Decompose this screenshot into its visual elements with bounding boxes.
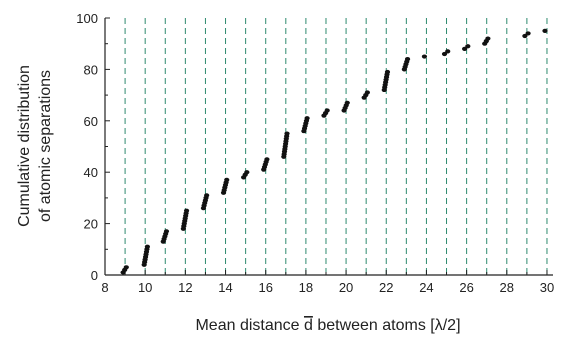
x-tick-label-10: 10 [138,280,152,295]
points-layer [120,28,548,275]
data-point-10-64 [324,108,330,113]
data-point-16-87 [445,49,451,54]
data-point-13-79 [384,69,391,75]
x-tick-label-14: 14 [218,280,232,295]
x-tick-label-22: 22 [379,280,393,295]
data-point-15-85 [421,54,428,59]
data-point-11-67 [344,100,350,105]
x-tick-label-8: 8 [101,280,108,295]
data-point-2-17 [163,229,170,234]
y-tick-label-20: 20 [84,217,98,232]
x-tick-label-24: 24 [419,280,433,295]
data-point-16-86 [441,51,448,57]
x-tick-label-28: 28 [500,280,514,295]
y-tick-label-60: 60 [84,114,98,129]
x-axis-title: Mean distance d between atoms [λ/2] [195,317,460,334]
x-tick-label-26: 26 [459,280,473,295]
data-point-5-37 [224,177,230,183]
y-tick-label-80: 80 [84,62,98,77]
data-point-4-31 [204,193,210,198]
x-axis-title-suffix: between atoms [λ/2] [313,317,461,334]
data-point-18-92 [485,36,491,41]
ticks-layer: 8 10 12 14 16 18 20 22 24 26 28 30 0 20 40 60 80 100 [76,11,554,295]
data-point-6-40 [244,170,250,175]
data-point-19-94 [525,31,531,36]
y-axis-title-line1: Cumulative distribution [16,65,33,227]
data-point-3-25 [183,208,190,213]
data-point-12-71 [364,90,370,95]
data-point-20-95 [542,28,548,33]
y-axis-title-line2: of atomic separations [37,70,54,222]
x-axis-title-prefix: Mean distance [195,317,304,334]
x-tick-label-12: 12 [178,280,192,295]
data-point-14-84 [404,57,411,62]
x-tick-label-20: 20 [339,280,353,295]
data-point-7-45 [264,157,270,162]
x-tick-label-18: 18 [299,280,313,295]
x-tick-label-30: 30 [540,280,554,295]
y-tick-label-0: 0 [91,268,98,283]
grid-layer [124,18,548,275]
x-axis-title-symbol: d [304,317,313,334]
y-tick-label-100: 100 [76,11,98,26]
data-point-9-61 [304,116,310,121]
data-point-17-88 [462,46,468,51]
data-point-17-89 [465,44,471,49]
x-tick-label-16: 16 [258,280,272,295]
data-point-19-93 [522,33,528,39]
axes-layer [104,18,553,276]
data-point-8-55 [284,131,290,136]
data-point-0-3 [123,265,129,270]
data-point-1-11 [144,244,150,249]
y-tick-label-40: 40 [84,165,98,180]
